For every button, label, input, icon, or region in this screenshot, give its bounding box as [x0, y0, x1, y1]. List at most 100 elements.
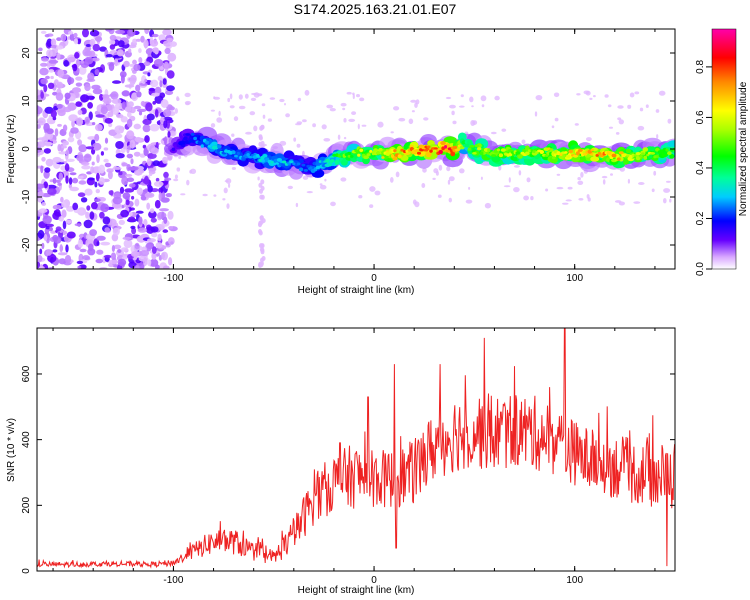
heatmap-noise-blob — [131, 227, 137, 235]
heatmap-ridge-point — [650, 146, 655, 152]
heatmap-faint-point — [358, 195, 363, 199]
heatmap-faint-point — [227, 97, 231, 103]
heatmap-noise-blob — [136, 108, 147, 113]
heatmap-noise-blob — [99, 211, 105, 219]
heatmap-noise-blob — [37, 229, 45, 239]
heatmap-noise-blob — [120, 148, 126, 154]
heatmap-faint-point — [449, 104, 456, 109]
heatmap-noise-blob — [138, 262, 145, 269]
heatmap-noise-blob — [39, 67, 49, 76]
heatmap-ridge-point — [582, 152, 588, 156]
heatmap-ridge-point — [527, 149, 532, 153]
heatmap-ridge-point — [558, 155, 564, 160]
heatmap-noise-blob — [138, 216, 143, 225]
heatmap-noise-blob — [38, 47, 43, 52]
heatmap-noise-blob — [117, 258, 127, 267]
heatmap-faint-point — [346, 91, 352, 95]
heatmap-noise-blob — [96, 154, 100, 164]
heatmap-faint-point — [607, 104, 612, 108]
heatmap-faint-point — [269, 97, 276, 100]
heatmap-faint-point — [374, 190, 381, 196]
heatmap-ridge-point — [405, 149, 409, 153]
heatmap-ridge-point — [403, 150, 407, 153]
heatmap-faint-point — [666, 180, 671, 183]
heatmap-faint-point — [249, 111, 256, 116]
heatmap-faint-point — [518, 170, 522, 176]
heatmap-faint-point — [602, 179, 606, 185]
heatmap-faint-point — [297, 97, 302, 102]
heatmap-noise-blob — [92, 142, 102, 151]
heatmap-noise-blob — [44, 34, 50, 38]
heatmap-noise-blob — [167, 156, 172, 160]
heatmap-noise-blob — [80, 94, 90, 103]
heatmap-streak-point — [259, 219, 264, 225]
heatmap-faint-point — [343, 118, 347, 123]
heatmap-noise-blob — [37, 117, 46, 126]
heatmap-ridge-point — [296, 162, 301, 166]
heatmap-noise-blob — [150, 217, 157, 223]
heatmap-noise-blob — [65, 175, 69, 184]
heatmap-noise-blob — [95, 258, 104, 264]
heatmap-noise-blob — [119, 186, 125, 194]
heatmap-ridge-point — [334, 159, 340, 165]
heatmap-faint-point — [556, 186, 564, 190]
heatmap-faint-point — [178, 155, 182, 159]
heatmap-faint-point — [545, 188, 549, 192]
heatmap-faint-point — [359, 97, 365, 102]
heatmap-noise-blob — [146, 157, 152, 167]
heatmap-noise-blob — [136, 187, 143, 196]
heatmap-noise-blob — [38, 196, 44, 202]
heatmap-faint-point — [343, 136, 347, 140]
heatmap-noise-blob — [121, 162, 128, 167]
heatmap-noise-blob — [151, 232, 158, 238]
heatmap-noise-blob — [121, 256, 128, 260]
heatmap-noise-blob — [47, 188, 57, 195]
heatmap-faint-point — [586, 194, 590, 199]
colorbar-tick-label: 0.6 — [695, 110, 706, 124]
heatmap-ridge-point — [573, 154, 578, 158]
heatmap-faint-point — [534, 111, 538, 117]
heatmap-faint-point — [285, 113, 290, 118]
heatmap-noise-blob — [111, 245, 115, 252]
heatmap-noise-blob — [46, 184, 57, 190]
heatmap-noise-blob — [52, 177, 57, 184]
heatmap-ridge-point — [618, 151, 624, 155]
heatmap-noise-blob — [58, 172, 63, 181]
heatmap-noise-blob — [129, 207, 135, 211]
heatmap-noise-blob — [41, 156, 46, 162]
heatmap-noise-blob — [95, 124, 103, 132]
heatmap-faint-point — [229, 105, 235, 109]
heatmap-noise-blob — [120, 116, 128, 123]
heatmap-noise-blob — [104, 137, 109, 144]
heatmap-noise-blob — [52, 156, 62, 163]
heatmap-noise-blob — [114, 58, 119, 67]
heatmap-noise-blob — [100, 106, 108, 115]
heatmap-faint-point — [321, 124, 327, 130]
heatmap-ridge-point — [646, 153, 650, 157]
heatmap-ridge-point — [487, 148, 491, 153]
heatmap-ridge-point — [298, 167, 304, 172]
heatmap-faint-point — [513, 187, 520, 193]
heatmap-ridge-point — [426, 145, 431, 149]
heatmap-faint-point — [312, 123, 316, 128]
heatmap-noise-blob — [112, 166, 122, 170]
heatmap-noise-blob — [42, 215, 52, 224]
heatmap-faint-point — [173, 178, 179, 182]
heatmap-noise-blob — [107, 170, 113, 180]
heatmap-faint-point — [633, 201, 641, 204]
heatmap-faint-point — [304, 89, 310, 96]
heatmap-ridge-point — [667, 151, 672, 156]
heatmap-noise-blob — [54, 128, 59, 137]
heatmap-noise-blob — [44, 167, 51, 173]
heatmap-noise-blob — [146, 143, 156, 152]
heatmap-noise-blob — [37, 191, 44, 197]
heatmap-noise-blob — [61, 209, 67, 218]
heatmap-faint-point — [451, 110, 455, 116]
heatmap-ridge-point — [309, 166, 313, 170]
colorbar-tick-label: 0.4 — [695, 161, 706, 175]
heatmap-ridge-point — [544, 154, 549, 157]
heatmap-noise-blob — [46, 249, 52, 256]
heatmap-faint-point — [326, 104, 334, 109]
heatmap-noise-blob — [84, 83, 91, 92]
